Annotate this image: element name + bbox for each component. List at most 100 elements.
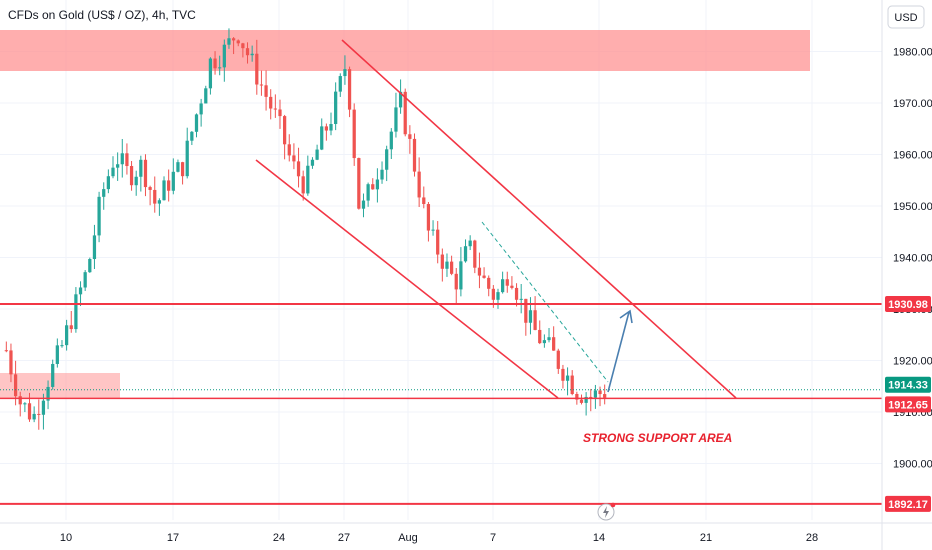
candle [204, 85, 208, 104]
candle-body [422, 197, 426, 205]
candle [385, 145, 389, 182]
candle-body [570, 375, 574, 394]
candle [157, 198, 162, 216]
projection-arrow-head [619, 309, 633, 324]
candle-body [208, 58, 213, 89]
candle [97, 191, 101, 243]
support-price-badge [885, 396, 931, 413]
candle [264, 70, 268, 111]
candle [296, 147, 301, 188]
candle [542, 334, 547, 348]
candle [375, 168, 380, 203]
candle-body [27, 403, 32, 420]
candle [283, 114, 287, 160]
candle [459, 247, 463, 297]
candle-body [538, 329, 542, 344]
candle-body [473, 240, 477, 268]
price-axis[interactable]: 1900.001910.001920.001930.001940.001950.… [881, 0, 932, 550]
candle-body [255, 53, 259, 85]
candle [51, 359, 55, 390]
candle [431, 220, 435, 236]
candle-body [403, 91, 407, 135]
price-tick-label: 1900.00 [893, 459, 932, 471]
candle-body [83, 272, 87, 288]
candle [449, 255, 454, 276]
candle-body [445, 261, 449, 269]
candles [4, 28, 607, 430]
candle-body [116, 164, 120, 168]
candle [250, 45, 254, 62]
currency-button[interactable]: USD [894, 12, 917, 24]
candle-body [431, 229, 435, 231]
candle-body [46, 386, 50, 401]
candle [88, 257, 92, 273]
candle [180, 161, 185, 185]
candle-body [519, 298, 523, 300]
candle-body [92, 235, 97, 260]
candle [78, 281, 83, 307]
candle-body [134, 176, 138, 186]
last-price-badge-text: 1914.33 [888, 380, 928, 392]
candle [324, 123, 328, 141]
candle [533, 296, 537, 331]
candle-body [533, 310, 537, 330]
candle [218, 55, 222, 76]
candle-body [542, 340, 547, 344]
candle [46, 380, 50, 410]
candle [477, 252, 482, 289]
candle-body [394, 107, 398, 132]
candle [338, 73, 342, 97]
candle-body [13, 374, 18, 397]
candle [83, 270, 87, 291]
candle [440, 248, 444, 282]
time-tick-label: 21 [700, 532, 712, 544]
candle-body [477, 267, 482, 276]
candle-body [301, 176, 305, 194]
time-tick-label: 17 [167, 532, 179, 544]
price-badges: 1930.98 1914.33 1912.65 1892.17 [885, 295, 931, 512]
candle [32, 406, 36, 423]
candle [4, 341, 8, 353]
candle-body [463, 246, 468, 262]
candle [454, 267, 458, 304]
candle [106, 169, 110, 194]
time-tick-label: 24 [273, 532, 285, 544]
candle-body [222, 44, 226, 68]
candle-body [459, 261, 463, 290]
candle-body [167, 180, 171, 191]
candle-body [603, 394, 607, 398]
candle [37, 399, 41, 430]
candle-body [552, 337, 556, 351]
support-annotation: STRONG SUPPORT AREA [583, 431, 732, 445]
currency-button-frame[interactable] [887, 5, 925, 29]
channel-lower [255, 159, 559, 399]
candle [371, 178, 375, 190]
candle-body [436, 229, 440, 255]
time-axis[interactable]: 10 17 24 27 Aug 7 14 21 28 [0, 522, 932, 544]
candle-body [487, 277, 491, 289]
candle-body [204, 88, 208, 104]
candle [347, 66, 352, 118]
candle [134, 170, 138, 196]
lightning-icon[interactable] [597, 502, 616, 521]
time-tick-label: 27 [338, 532, 350, 544]
channel-upper [341, 39, 737, 399]
candle-body [9, 350, 13, 375]
candle [208, 57, 213, 95]
candle [352, 103, 356, 166]
candle-body [454, 273, 458, 290]
candle-body [23, 403, 27, 405]
candle-body [102, 189, 106, 197]
candle-body [236, 40, 240, 44]
candle-body [287, 144, 291, 156]
candle [125, 143, 129, 175]
candle-body [501, 279, 505, 293]
candle-body [334, 91, 338, 125]
candle-body [449, 261, 454, 274]
price-tick-label: 1950.00 [893, 201, 932, 213]
candle [301, 170, 305, 201]
candle-body [589, 396, 593, 398]
candle-body [218, 67, 222, 69]
candle-body [139, 159, 143, 177]
